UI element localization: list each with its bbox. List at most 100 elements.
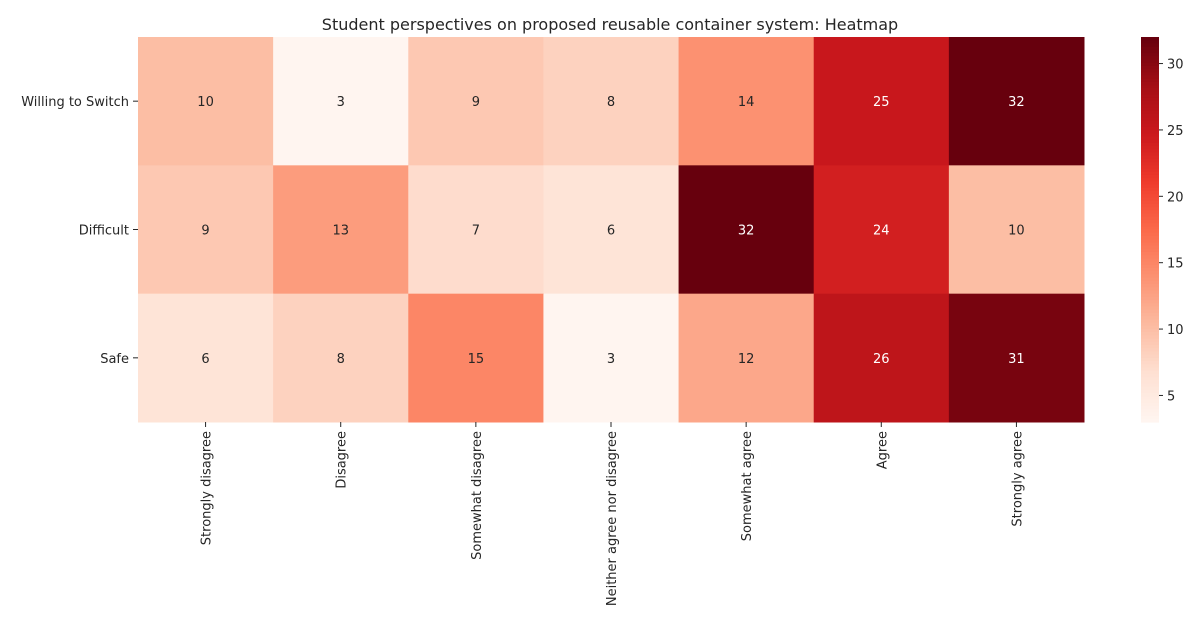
colorbar-segment: [1141, 40, 1159, 45]
colorbar-segment: [1141, 91, 1159, 96]
colorbar-segment: [1141, 316, 1159, 320]
colorbar-segment: [1141, 133, 1159, 138]
colorbar-segment: [1141, 104, 1159, 109]
heatmap-cell: [948, 293, 1085, 423]
colorbar-segment: [1141, 264, 1159, 269]
colorbar-segment: [1141, 258, 1159, 263]
colorbar-segment: [1141, 49, 1159, 54]
cell-value-label: 9: [201, 224, 209, 239]
heatmap-cell: [678, 293, 815, 423]
heatmap-cell: [678, 37, 815, 166]
colorbar-segment: [1141, 168, 1159, 173]
colorbar-segment: [1141, 56, 1159, 61]
colorbar-segment: [1141, 235, 1159, 240]
colorbar-segment: [1141, 171, 1159, 176]
colorbar-segment: [1141, 207, 1159, 211]
colorbar-segment: [1141, 130, 1159, 134]
colorbar-segment: [1141, 364, 1159, 369]
colorbar-segment: [1141, 287, 1159, 292]
heatmap-cell: [408, 165, 544, 295]
colorbar-segment: [1141, 402, 1159, 407]
cell-value-label: 7: [472, 224, 480, 239]
colorbar-segment: [1141, 303, 1159, 308]
colorbar-segment: [1141, 412, 1159, 417]
colorbar-segment: [1141, 184, 1159, 189]
y-axis: Willing to Switch Difficult Safe: [21, 95, 138, 367]
colorbar-segment: [1141, 280, 1159, 285]
colorbar-segment: [1141, 370, 1159, 375]
heatmap-cell: [813, 37, 950, 166]
colorbar-segment: [1141, 142, 1159, 147]
colorbar-segment: [1141, 300, 1159, 304]
x-tick-label: Strongly disagree: [200, 431, 215, 545]
colorbar-segment: [1141, 399, 1159, 404]
colorbar-tick-label: 25: [1167, 124, 1184, 139]
heatmap-cell: [813, 293, 950, 423]
colorbar-segment: [1141, 338, 1159, 343]
colorbar-segment: [1141, 361, 1159, 365]
colorbar-segment: [1141, 409, 1159, 413]
colorbar-segment: [1141, 293, 1159, 298]
colorbar-segment: [1141, 117, 1159, 122]
colorbar-segment: [1141, 69, 1159, 73]
colorbar-segment: [1141, 239, 1159, 243]
chart-title: Student perspectives on proposed reusabl…: [322, 15, 898, 34]
x-axis: Strongly disagree Disagree Somewhat disagr…: [200, 422, 1025, 606]
heatmap-cell: [138, 293, 274, 423]
heatmap-cell: [408, 293, 544, 423]
y-tick-label: Willing to Switch: [21, 95, 129, 110]
colorbar-segment: [1141, 251, 1159, 256]
y-tick-label: Safe: [100, 352, 129, 367]
colorbar-segment: [1141, 274, 1159, 279]
colorbar-segment: [1141, 194, 1159, 199]
colorbar-segment: [1141, 341, 1159, 346]
colorbar-segment: [1141, 373, 1159, 378]
colorbar-segment: [1141, 149, 1159, 154]
colorbar-segment: [1141, 110, 1159, 115]
x-tick-label: Disagree: [335, 431, 350, 489]
cell-value-label: 24: [873, 224, 890, 239]
cell-value-label: 12: [738, 352, 755, 367]
colorbar-segment: [1141, 261, 1159, 266]
colorbar-segment: [1141, 284, 1159, 288]
colorbar-segment: [1141, 290, 1159, 295]
colorbar-segment: [1141, 181, 1159, 186]
colorbar-segment: [1141, 162, 1159, 166]
cell-value-label: 26: [873, 352, 890, 367]
colorbar-segment: [1141, 348, 1159, 353]
colorbar-segment: [1141, 242, 1159, 247]
colorbar-segment: [1141, 152, 1159, 157]
colorbar-segment: [1141, 328, 1159, 333]
colorbar-segment: [1141, 178, 1159, 182]
cell-value-label: 3: [337, 95, 345, 110]
colorbar-segment: [1141, 335, 1159, 340]
colorbar-segment: [1141, 203, 1159, 208]
colorbar-segment: [1141, 97, 1159, 102]
colorbar-segment: [1141, 53, 1159, 57]
colorbar-segment: [1141, 255, 1159, 259]
heatmap-cell: [948, 165, 1085, 295]
heatmap-cell: [543, 165, 680, 295]
colorbar-segment: [1141, 37, 1159, 41]
colorbar-segment: [1141, 139, 1159, 144]
colorbar-segment: [1141, 158, 1159, 163]
colorbar-segment: [1141, 219, 1159, 224]
heatmap-cell: [948, 37, 1085, 166]
heatmap-cell: [138, 37, 274, 166]
heatmap-cell: [138, 165, 274, 295]
colorbar-segment: [1141, 200, 1159, 205]
heatmap-cell: [408, 37, 544, 166]
colorbar-segment: [1141, 187, 1159, 192]
colorbar-segment: [1141, 126, 1159, 131]
colorbar-segment: [1141, 380, 1159, 385]
colorbar-segment: [1141, 46, 1159, 51]
heatmap-cells: [138, 37, 1085, 423]
colorbar-segment: [1141, 65, 1159, 70]
colorbar-segment: [1141, 357, 1159, 362]
colorbar-tick-label: 20: [1167, 190, 1184, 205]
colorbar-segment: [1141, 312, 1159, 317]
x-tick-label: Somewhat agree: [740, 431, 755, 541]
heatmap-cell: [678, 165, 815, 295]
colorbar-tick-label: 15: [1167, 257, 1184, 272]
